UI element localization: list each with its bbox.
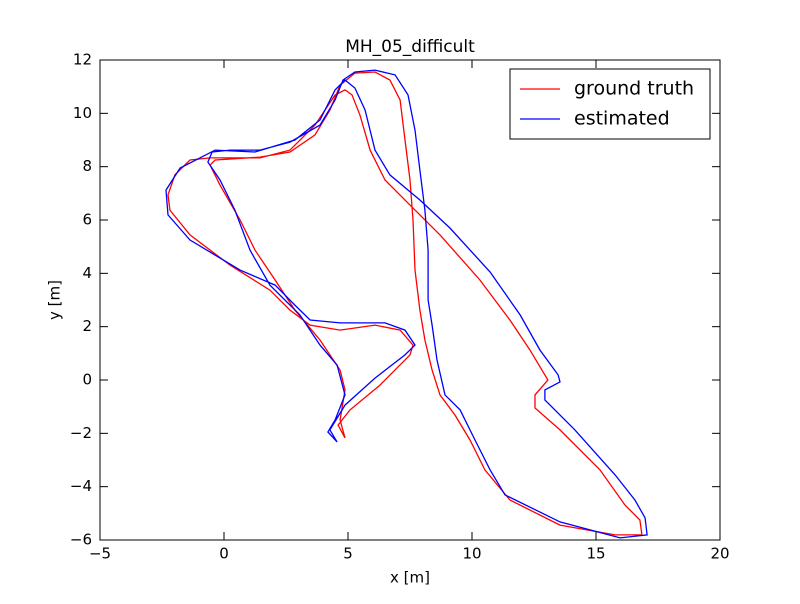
y-tick-label: 0 — [82, 371, 92, 389]
y-tick-label: 2 — [82, 317, 92, 335]
y-tick-label: 4 — [82, 264, 92, 282]
x-axis-label: x [m] — [390, 569, 430, 587]
y-tick-label: 8 — [82, 157, 92, 175]
x-tick-label: 15 — [586, 545, 605, 563]
x-tick-label: 0 — [219, 545, 229, 563]
y-tick-label: 6 — [82, 211, 92, 229]
y-axis-label: y [m] — [46, 280, 64, 320]
y-tick-label: −6 — [70, 531, 92, 549]
legend-label: ground truth — [574, 78, 694, 100]
x-tick-label: 5 — [343, 545, 353, 563]
legend: ground truth estimated — [509, 68, 711, 140]
legend-box — [509, 68, 711, 140]
x-tick-label: 10 — [462, 545, 481, 563]
y-tick-label: −2 — [70, 424, 92, 442]
y-tick-label: −4 — [70, 477, 92, 495]
y-tick-label: 12 — [73, 51, 92, 69]
x-tick-label: 20 — [710, 545, 729, 563]
legend-label: estimated — [574, 108, 670, 130]
x-tick-label: −5 — [89, 545, 111, 563]
trajectory-line — [167, 71, 643, 536]
trajectory-line — [165, 69, 648, 539]
chart-title: MH_05_difficult — [345, 37, 475, 57]
plot-frame — [99, 59, 721, 541]
y-tick-label: 10 — [73, 104, 92, 122]
